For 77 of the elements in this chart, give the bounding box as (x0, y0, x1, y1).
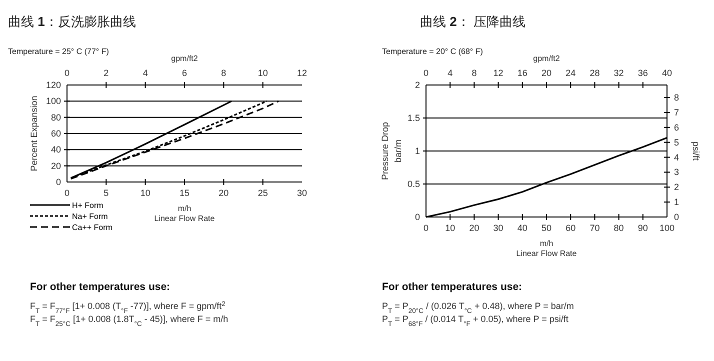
y-tick-label: 60 (50, 128, 61, 138)
y2-tick-label: 3 (674, 167, 680, 178)
x2-tick-label: 20 (541, 68, 552, 78)
y2-tick-label: 5 (674, 137, 680, 148)
x-tick-label: 90 (638, 223, 648, 233)
x2-tick-label: 8 (221, 68, 226, 78)
y2-tick-label: 4 (674, 152, 680, 162)
x-tick-label: 10 (140, 188, 150, 198)
y2-axis-title: psi/ft (691, 141, 701, 161)
x2-tick-label: 4 (448, 68, 453, 78)
text: P$_{T}$ = P$_{20°C}$ / (0.026 T$_{°C}$ + 0.48), where P = bar/m (382, 301, 574, 314)
y-tick-label: 40 (50, 144, 61, 155)
y-tick-label: 120 (46, 80, 61, 90)
y-tick-label: 1.5 (407, 113, 420, 123)
y-tick-label: 0 (414, 212, 420, 222)
x-tick-label: 10 (445, 223, 456, 233)
text: F$_{T}$ = F$_{25°C}$ [1+ 0.008 (1.8T$_{°C}$ - 45)], where F = m/h (30, 314, 228, 328)
x2-tick-label: 36 (638, 68, 648, 78)
x-tick-label: 30 (296, 188, 308, 198)
x2-tick-label: 32 (614, 68, 624, 78)
y-tick-label: 2 (414, 80, 420, 90)
y2-tick-label: 8 (674, 92, 680, 103)
x-tick-label: 20 (218, 188, 229, 198)
text: F$_{T}$ = F$_{77°F}$ [1+ 0.008 (T$_{°F}$ -77)], where F = gpm/ft$^{2}$ (30, 300, 226, 314)
x-tick-label: 0 (64, 188, 70, 198)
text: For other temperatures use: (30, 281, 170, 293)
y-tick-label: 80 (50, 112, 61, 122)
x2-tick-label: 12 (296, 68, 308, 78)
x-tick-label: 50 (541, 223, 552, 233)
y2-tick-label: 0 (674, 212, 680, 222)
y-tick-label: 20 (50, 160, 61, 171)
y2-tick-label: 7 (674, 107, 680, 118)
x-tick-label: 100 (659, 223, 675, 233)
y-axis-title: Pressure Drop bar/m (380, 122, 403, 180)
x-tick-label: 5 (104, 188, 109, 198)
x2-tick-label: 28 (590, 68, 600, 78)
x-tick-label: 20 (469, 223, 480, 233)
x2-tick-label: 4 (142, 68, 148, 78)
x-tick-label: 80 (614, 223, 624, 233)
x2-tick-label: 10 (258, 68, 268, 78)
x-axis-title: m/h Linear Flow Rate (516, 239, 578, 258)
x2-axis-title: gpm/ft2 (533, 54, 560, 63)
legend-label: H+ Form (72, 201, 104, 210)
legend-label: Na+ Form (72, 212, 108, 221)
x2-tick-label: 0 (64, 68, 70, 78)
x-tick-label: 0 (423, 223, 429, 233)
x-tick-label: 15 (179, 188, 190, 198)
chart-title: 曲线 2： 压降曲线 (420, 14, 526, 29)
y-tick-label: 1 (414, 146, 420, 156)
x2-tick-label: 6 (182, 68, 188, 78)
y-tick-label: 0.5 (407, 179, 420, 189)
x2-tick-label: 24 (566, 68, 576, 78)
text: P$_{T}$ = P$_{68°F}$ / (0.014 T$_{°F}$ + 0.05), where P = psi/ft (382, 314, 569, 328)
chart-subtitle: Temperature = 25° C (77° F) (8, 47, 110, 56)
y2-tick-label: 1 (674, 197, 680, 208)
y-tick-label: 0 (56, 177, 61, 187)
x-axis-title: m/h Linear Flow Rate (154, 204, 216, 223)
text: For other temperatures use: (382, 281, 522, 293)
x2-tick-label: 8 (472, 68, 477, 78)
x2-axis-title: gpm/ft2 (171, 54, 198, 63)
y-axis-title: Percent Expansion (29, 96, 39, 172)
x2-tick-label: 12 (493, 68, 504, 78)
y2-tick-label: 2 (674, 182, 680, 192)
x2-tick-label: 2 (104, 68, 109, 78)
x2-tick-label: 40 (662, 68, 672, 78)
x-tick-label: 70 (590, 223, 600, 233)
x-tick-label: 30 (493, 223, 504, 233)
x2-tick-label: 0 (423, 68, 429, 78)
x-tick-label: 25 (258, 188, 268, 198)
x-tick-label: 60 (566, 223, 576, 233)
y2-tick-label: 6 (674, 122, 680, 132)
chart-title: 曲线 1：反洗膨胀曲线 (8, 14, 136, 29)
y-tick-label: 100 (46, 96, 61, 106)
x2-tick-label: 16 (517, 68, 528, 78)
legend-label: Ca++ Form (72, 223, 113, 232)
x-tick-label: 40 (517, 223, 528, 233)
chart-subtitle: Temperature = 20° C (68° F) (382, 47, 484, 56)
